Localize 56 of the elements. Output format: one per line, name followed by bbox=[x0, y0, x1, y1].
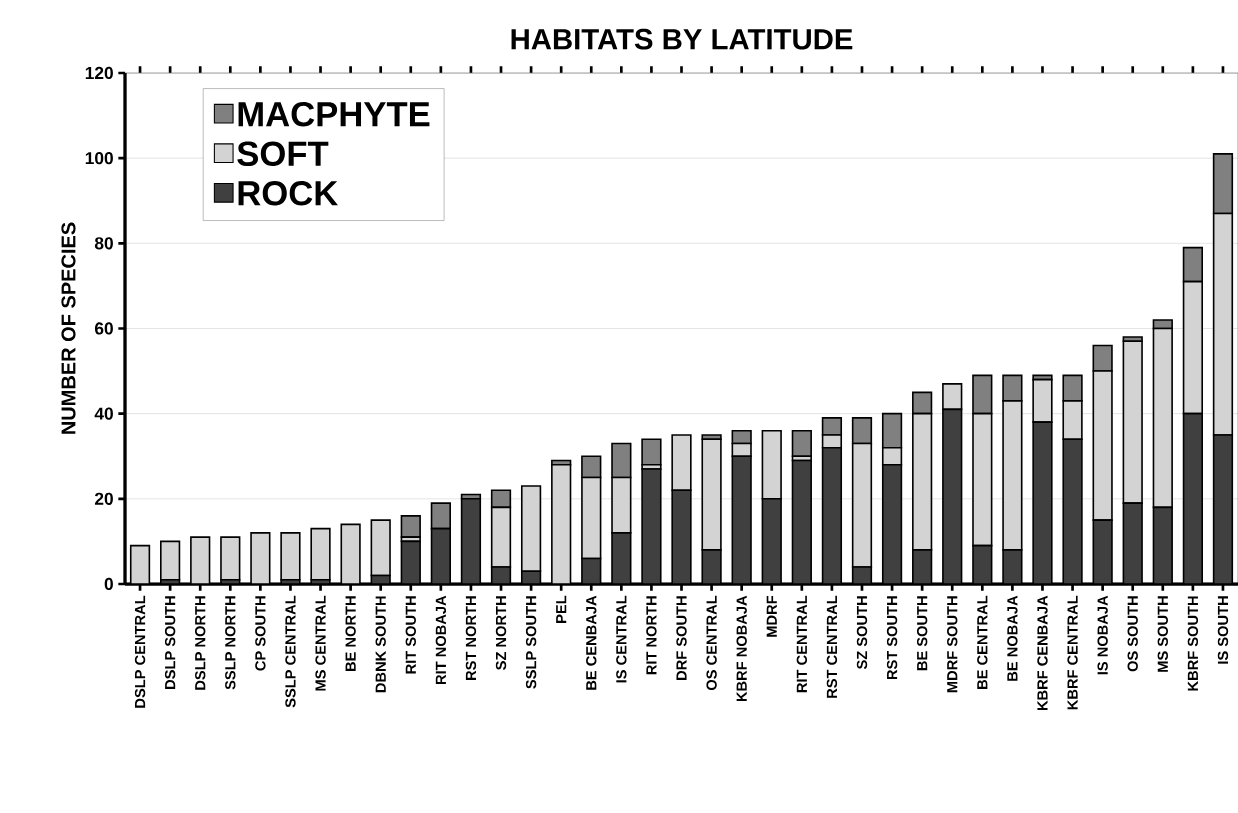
y-axis-title: NUMBER OF SPECIES bbox=[61, 222, 76, 434]
y-tick-label: 0 bbox=[104, 577, 113, 591]
bar bbox=[641, 438, 662, 466]
x-tick-label: BE SOUTH bbox=[916, 596, 928, 671]
x-tick-label: BE CENBAJA bbox=[586, 595, 597, 690]
x-tick-label: BE NORTH bbox=[345, 596, 356, 671]
y-tick-label: 40 bbox=[94, 407, 113, 420]
bar bbox=[160, 540, 181, 581]
x-tick-label: IS SOUTH bbox=[1217, 596, 1229, 664]
x-tick-label: IS CENTRAL bbox=[616, 595, 627, 683]
x-tick-label: RIT CENTRAL bbox=[796, 595, 808, 693]
x-tick-label: MS SOUTH bbox=[1157, 596, 1168, 672]
x-tick-label: MDRF SOUTH bbox=[947, 596, 958, 693]
y-tick-label: 60 bbox=[94, 322, 113, 335]
x-tick-label: DSLP CENTRAL bbox=[134, 595, 146, 708]
y-tick-label: 80 bbox=[94, 237, 113, 250]
x-tick-label: DSLP NORTH bbox=[195, 596, 206, 690]
legend-label: ROCK bbox=[238, 180, 339, 206]
legend-label: MACPHYTE bbox=[238, 101, 430, 127]
x-tick-label: CP SOUTH bbox=[255, 596, 266, 671]
x-tick-label: BE CENTRAL bbox=[977, 595, 988, 689]
bar bbox=[310, 527, 331, 581]
x-tick-label: OS CENTRAL bbox=[706, 595, 717, 691]
chart-title: HABITATS BY LATITUDE bbox=[511, 28, 853, 50]
x-tick-label: KBRF NOBAJA bbox=[736, 595, 747, 702]
x-tick-label: RST SOUTH bbox=[886, 596, 898, 680]
x-tick-label: KBRF CENBAJA bbox=[1037, 595, 1048, 711]
x-tick-label: RST CENTRAL bbox=[826, 595, 838, 698]
x-tick-label: MDRF bbox=[766, 595, 777, 637]
y-tick-label: 20 bbox=[94, 492, 113, 505]
x-tick-label: DRF SOUTH bbox=[676, 596, 687, 680]
y-tick-label: 100 bbox=[85, 152, 113, 165]
x-tick-label: RIT NORTH bbox=[646, 596, 657, 675]
x-tick-label: IS NOBAJA bbox=[1097, 595, 1108, 675]
bar bbox=[280, 532, 301, 581]
x-tick-label: RST NORTH bbox=[465, 596, 477, 680]
x-tick-label: SZ SOUTH bbox=[856, 596, 868, 670]
x-tick-label: RIT NOBAJA bbox=[435, 595, 447, 685]
bar bbox=[791, 429, 812, 458]
x-tick-label: PEL bbox=[556, 595, 567, 623]
x-tick-label: KBRF CENTRAL bbox=[1067, 595, 1078, 710]
x-tick-label: DSLP SOUTH bbox=[164, 596, 176, 689]
x-tick-label: SZ NORTH bbox=[495, 596, 507, 670]
x-tick-label: KBRF SOUTH bbox=[1187, 596, 1199, 691]
x-tick-label: SSLP SOUTH bbox=[525, 596, 537, 689]
legend-label: SOFT bbox=[237, 141, 329, 166]
x-tick-label: SSLP CENTRAL bbox=[285, 595, 296, 708]
x-tick-label: OS SOUTH bbox=[1127, 596, 1138, 672]
x-tick-label: DBNK SOUTH bbox=[375, 596, 386, 693]
y-tick-label: 120 bbox=[85, 66, 113, 80]
x-tick-label: SSLP NORTH bbox=[225, 596, 236, 690]
bar bbox=[400, 515, 421, 538]
bar bbox=[220, 536, 241, 581]
x-tick-label: MS CENTRAL bbox=[315, 595, 326, 691]
x-tick-label: RIT SOUTH bbox=[405, 596, 416, 674]
x-tick-label: BE NOBAJA bbox=[1007, 595, 1018, 681]
